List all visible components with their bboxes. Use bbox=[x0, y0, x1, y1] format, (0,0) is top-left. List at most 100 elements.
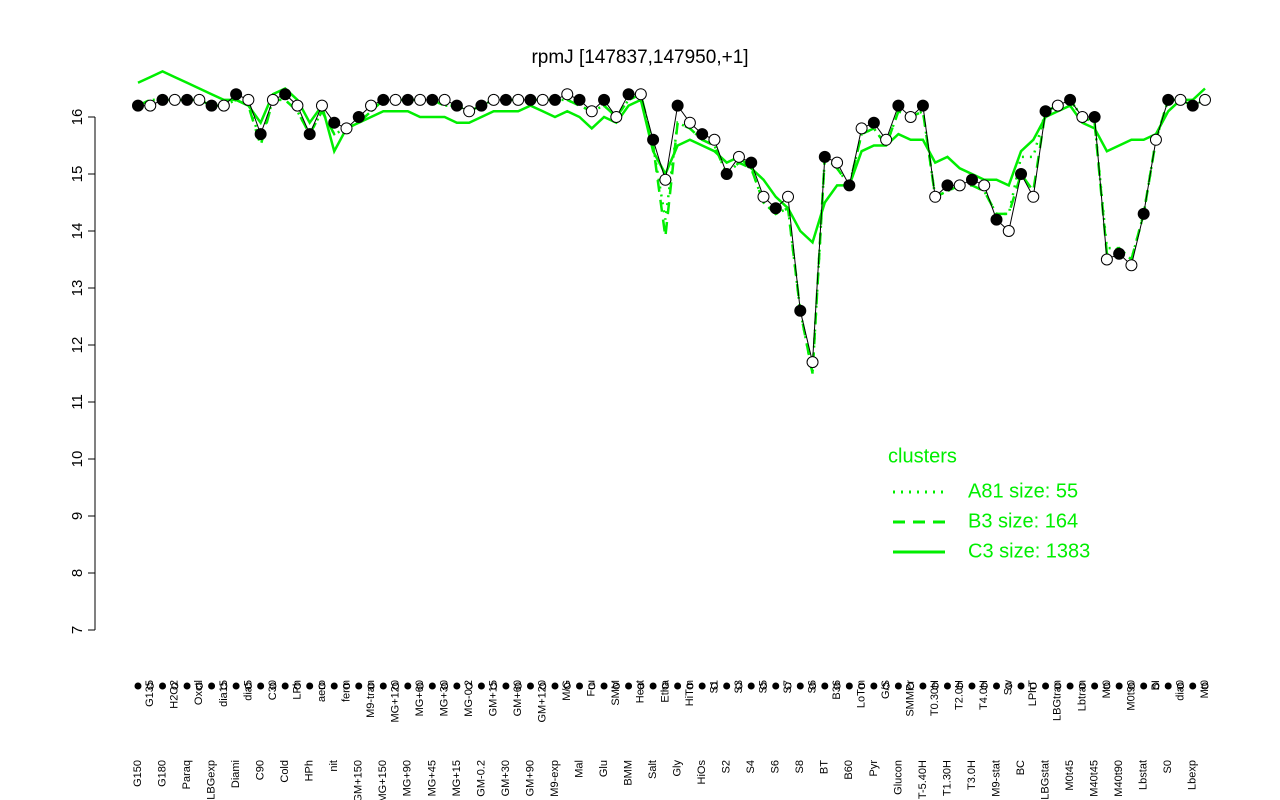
rug-point bbox=[686, 682, 694, 690]
rug-point bbox=[330, 682, 338, 690]
data-point bbox=[266, 93, 279, 106]
x-tick-label: B60 bbox=[843, 760, 855, 780]
x-tick-label: Mt0 bbox=[1199, 680, 1211, 698]
data-point bbox=[291, 99, 304, 112]
x-tick-label: Heat bbox=[635, 680, 647, 703]
rug-point bbox=[980, 682, 988, 690]
rug-point bbox=[502, 682, 510, 690]
data-point bbox=[806, 356, 819, 369]
data-point bbox=[745, 156, 758, 169]
x-tick-label: MG+150 bbox=[377, 760, 389, 800]
data-point bbox=[156, 93, 169, 106]
data-point bbox=[1113, 247, 1126, 260]
y-tick-label: 8 bbox=[69, 569, 86, 577]
x-tick-label: GM-0.2 bbox=[475, 760, 487, 797]
rug-point bbox=[1164, 682, 1172, 690]
data-point bbox=[315, 99, 328, 112]
rug-point bbox=[1029, 682, 1037, 690]
rug-point bbox=[858, 682, 866, 690]
y-tick-label: 12 bbox=[69, 337, 86, 354]
y-tick-label: 16 bbox=[69, 109, 86, 126]
data-point bbox=[524, 93, 537, 106]
rug-point bbox=[392, 682, 400, 690]
rug-point bbox=[526, 682, 534, 690]
x-tick-label: MG+90 bbox=[402, 760, 414, 796]
data-point bbox=[867, 116, 880, 129]
x-tick-label: Sw bbox=[1003, 680, 1015, 695]
rug-point bbox=[416, 682, 424, 690]
data-point bbox=[671, 99, 684, 112]
data-point bbox=[769, 202, 782, 215]
data-point bbox=[279, 88, 292, 101]
rug-point bbox=[809, 682, 817, 690]
data-point bbox=[1199, 93, 1211, 106]
x-tick-label: T3.0H bbox=[966, 760, 978, 790]
data-point bbox=[132, 99, 144, 112]
data-point bbox=[377, 93, 390, 106]
rug-point bbox=[183, 682, 191, 690]
x-tick-label: dia5 bbox=[242, 680, 254, 701]
rug-point bbox=[649, 682, 657, 690]
data-point bbox=[916, 99, 929, 112]
rug-point bbox=[576, 682, 584, 690]
data-point bbox=[598, 93, 611, 106]
rug-point bbox=[919, 682, 927, 690]
data-point bbox=[1174, 93, 1187, 106]
data-point bbox=[463, 105, 476, 118]
data-line bbox=[138, 93, 1206, 363]
data-point bbox=[880, 133, 893, 146]
rug-point bbox=[208, 682, 216, 690]
rug-point bbox=[845, 682, 853, 690]
legend-label: C3 size: 1383 bbox=[968, 540, 1090, 562]
data-point bbox=[401, 93, 414, 106]
data-point bbox=[144, 99, 157, 112]
x-tick-label: M9-tran bbox=[365, 680, 377, 718]
rug-point bbox=[281, 682, 289, 690]
rug-point bbox=[710, 682, 718, 690]
x-tick-label: G/S bbox=[880, 680, 892, 699]
x-tick-label: M9-stat bbox=[990, 760, 1002, 797]
data-point bbox=[782, 190, 795, 203]
rug-point bbox=[293, 682, 301, 690]
x-tick-label: Etha bbox=[659, 679, 671, 703]
x-tick-label: T2.0H bbox=[954, 680, 966, 710]
rug-point bbox=[269, 682, 277, 690]
rug-point bbox=[306, 682, 314, 690]
x-tick-label: M40t90 bbox=[1113, 760, 1125, 797]
y-tick-label: 15 bbox=[69, 166, 86, 183]
data-point bbox=[205, 99, 218, 112]
x-tick-label: SMMPr bbox=[905, 680, 917, 717]
rug-point bbox=[146, 682, 154, 690]
x-tick-label: Lbexp bbox=[1187, 760, 1199, 790]
rug-point bbox=[588, 682, 596, 690]
rug-point bbox=[1127, 682, 1135, 690]
legend-title: clusters bbox=[888, 445, 957, 467]
x-tick-label: Lbtran bbox=[1076, 680, 1088, 711]
data-point bbox=[438, 93, 451, 106]
rug-point bbox=[993, 682, 1001, 690]
rug-point bbox=[907, 682, 915, 690]
data-point bbox=[831, 156, 844, 169]
x-tick-label: M0t90 bbox=[1125, 680, 1137, 711]
data-point bbox=[1100, 253, 1113, 266]
x-tick-label: HPh bbox=[304, 760, 316, 781]
x-tick-label: Paraq bbox=[181, 760, 193, 789]
data-point bbox=[1002, 225, 1015, 237]
x-tick-label: G150 bbox=[132, 760, 144, 787]
rug-point bbox=[833, 682, 841, 690]
x-tick-label: C90 bbox=[255, 760, 267, 780]
x-tick-label: dia15 bbox=[218, 680, 230, 707]
x-tick-label: C30 bbox=[267, 680, 279, 700]
x-tick-label: GM+15 bbox=[488, 680, 500, 716]
x-tick-label: T0.30H bbox=[929, 680, 941, 716]
x-tick-label: Mal bbox=[573, 760, 585, 778]
y-tick-label: 13 bbox=[69, 280, 86, 297]
y-tick-label: 9 bbox=[69, 512, 86, 520]
data-point bbox=[450, 99, 463, 112]
x-tick-label: M9-exp bbox=[549, 760, 561, 797]
data-point bbox=[892, 99, 905, 112]
data-point bbox=[855, 122, 868, 135]
x-tick-label: S8 bbox=[794, 760, 806, 773]
data-point bbox=[181, 93, 194, 106]
